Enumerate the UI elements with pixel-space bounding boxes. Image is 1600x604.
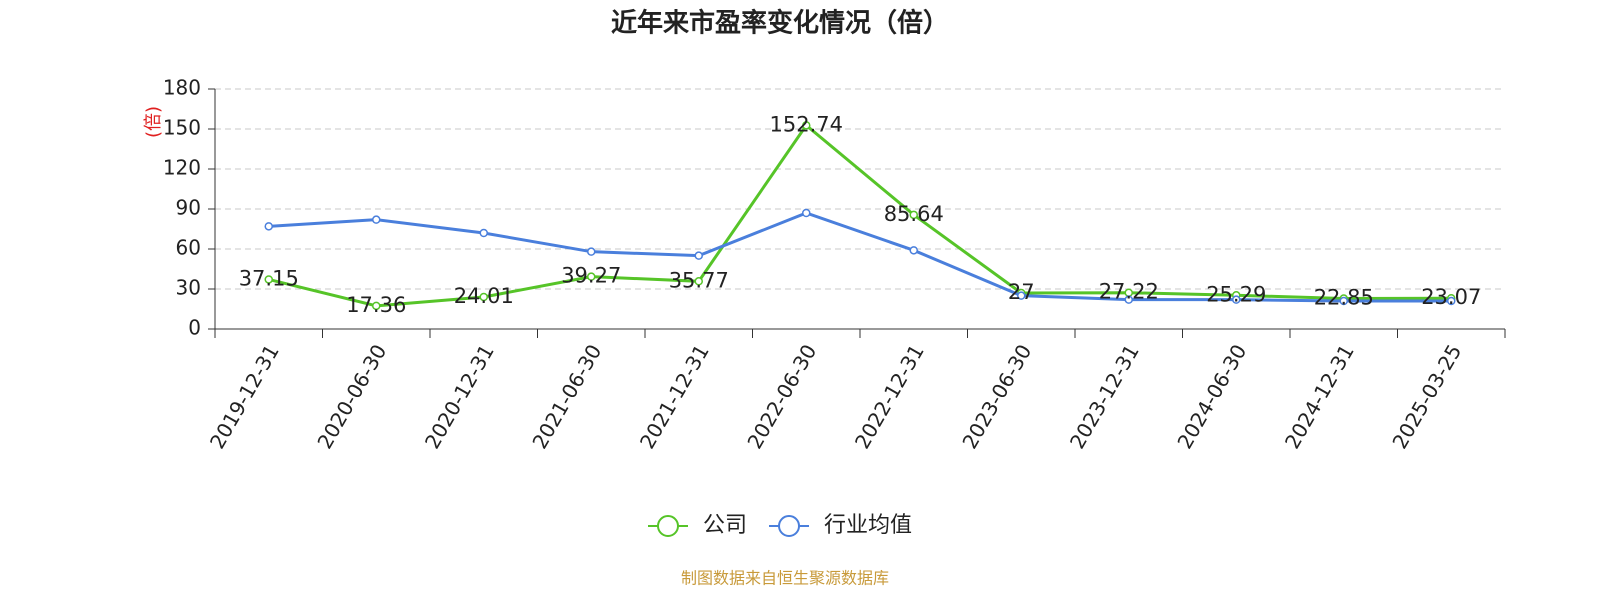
point (694, 251, 703, 260)
data-label: 24.01 (454, 284, 514, 308)
x-tick-label: 2021-12-31 (635, 340, 714, 453)
legend-label: 行业均值 (824, 513, 912, 538)
point (909, 210, 918, 220)
series-line (268, 211, 1452, 303)
legend-marker (657, 515, 679, 537)
point (1124, 295, 1133, 304)
x-tick-label: 2020-12-31 (420, 340, 499, 453)
y-tick-label: 120 (163, 156, 201, 180)
x-tick-label: 2024-12-31 (1280, 340, 1359, 453)
y-tick-label: 150 (163, 116, 201, 140)
point (479, 228, 488, 238)
point (479, 292, 488, 302)
data-label: 39.27 (561, 264, 621, 288)
y-tick-label: 0 (188, 316, 201, 340)
point (802, 121, 811, 130)
data-label: 35.77 (669, 268, 729, 292)
source-note: 制图数据来自恒生聚源数据库 (681, 569, 889, 588)
point (587, 272, 596, 281)
point (372, 215, 381, 224)
point (909, 246, 918, 255)
x-tick-label: 2019-12-31 (205, 340, 284, 453)
legend-marker (778, 515, 801, 537)
x-tick-label: 2023-06-30 (957, 340, 1036, 453)
data-label: 152.74 (770, 112, 843, 136)
point (802, 208, 811, 218)
x-tick-label: 2020-06-30 (312, 340, 391, 453)
x-tick-label: 2021-06-30 (527, 340, 606, 453)
point (1339, 296, 1348, 306)
y-tick-label: 30 (176, 276, 201, 300)
x-tick-label: 2022-12-31 (850, 340, 929, 453)
data-label: 23.07 (1421, 285, 1481, 309)
point (1447, 296, 1456, 306)
point (264, 275, 273, 284)
data-label: 17.36 (346, 293, 406, 317)
data-label: 27 (1008, 280, 1035, 304)
y-tick-label: 60 (176, 236, 201, 260)
point (1232, 295, 1241, 304)
point (1017, 291, 1026, 300)
x-tick-label: 2023-12-31 (1065, 340, 1144, 453)
point (372, 301, 381, 311)
chart-title: 近年来市盈率变化情况（倍） (611, 8, 949, 39)
series-line (268, 123, 1452, 308)
data-label: 22.85 (1314, 286, 1374, 310)
y-tick-label: 90 (176, 196, 201, 220)
point (587, 247, 596, 256)
data-label: 85.64 (884, 202, 944, 226)
data-label: 27.22 (1099, 280, 1159, 304)
y-axis-label: (倍) (143, 106, 164, 138)
x-tick-label: 2022-06-30 (742, 340, 821, 453)
data-label: 25.29 (1206, 282, 1266, 306)
point (694, 277, 703, 286)
y-tick-label: 180 (163, 76, 201, 100)
x-tick-label: 2024-06-30 (1172, 340, 1251, 453)
x-tick-label: 2025-03-25 (1387, 340, 1466, 453)
legend-label: 公司 (703, 513, 747, 538)
data-label: 37.15 (239, 266, 299, 290)
point (264, 222, 273, 231)
